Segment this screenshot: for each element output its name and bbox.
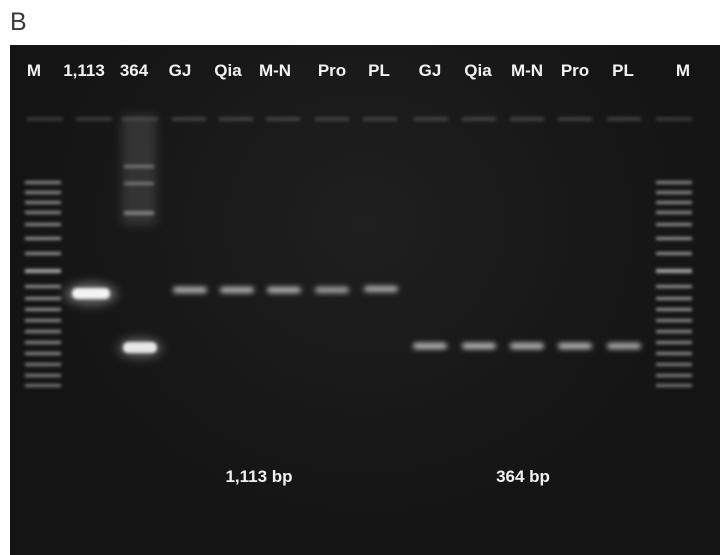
band-1113-reference: [65, 283, 117, 305]
lane-label-pl-2: PL: [612, 61, 634, 80]
lane-label-mn-2: M-N: [510, 61, 544, 80]
lane-label-pro-1: Pro: [317, 61, 347, 80]
lane-label-gj-2: GJ: [418, 61, 442, 80]
bands-364bp-samples: [413, 343, 641, 349]
group-label-1113bp: 1,113 bp: [225, 467, 293, 486]
lane-label-mn-1: M-N: [258, 61, 292, 80]
marker-ladder-left: [25, 181, 61, 387]
lane-label-marker-left: M: [26, 61, 42, 80]
lane-label-pl-1: PL: [368, 61, 390, 80]
lane-label-pro-2: Pro: [560, 61, 590, 80]
group-label-364bp: 364 bp: [496, 467, 550, 486]
lane-label-marker-right: M: [675, 61, 691, 80]
bands-1113bp-samples: [173, 286, 398, 293]
lane-label-364: 364: [119, 61, 149, 80]
lane-label-1113: 1,113: [63, 61, 105, 80]
gel-image: M 1,113 364 GJ Qia M-N Pro PL GJ Qia M-N…: [10, 45, 720, 555]
lane-label-qia-2: Qia: [464, 61, 492, 80]
gel-bands: [25, 115, 692, 387]
panel-letter: B: [10, 8, 27, 36]
band-364-reference: [118, 115, 162, 358]
lane-label-qia-1: Qia: [214, 61, 242, 80]
lane-label-gj-1: GJ: [168, 61, 192, 80]
marker-ladder-right: [656, 181, 692, 387]
